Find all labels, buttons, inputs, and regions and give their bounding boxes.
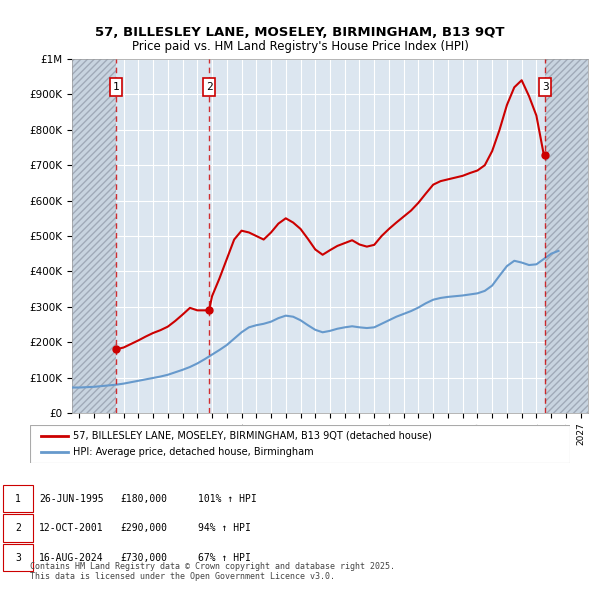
Text: £180,000: £180,000: [120, 494, 167, 503]
FancyBboxPatch shape: [203, 78, 215, 96]
Bar: [72, 59, 116, 413]
Text: 16-AUG-2024: 16-AUG-2024: [39, 553, 104, 562]
FancyBboxPatch shape: [30, 425, 570, 463]
Text: 94% ↑ HPI: 94% ↑ HPI: [198, 523, 251, 533]
Text: 57, BILLESLEY LANE, MOSELEY, BIRMINGHAM, B13 9QT: 57, BILLESLEY LANE, MOSELEY, BIRMINGHAM,…: [95, 26, 505, 39]
Text: £730,000: £730,000: [120, 553, 167, 562]
Text: 1: 1: [113, 83, 119, 92]
Bar: [72, 59, 116, 413]
Text: 26-JUN-1995: 26-JUN-1995: [39, 494, 104, 503]
Text: 1: 1: [15, 494, 21, 503]
Text: £290,000: £290,000: [120, 523, 167, 533]
FancyBboxPatch shape: [110, 78, 122, 96]
Text: Contains HM Land Registry data © Crown copyright and database right 2025.
This d: Contains HM Land Registry data © Crown c…: [30, 562, 395, 581]
Text: 3: 3: [15, 553, 21, 562]
Text: 12-OCT-2001: 12-OCT-2001: [39, 523, 104, 533]
Text: Price paid vs. HM Land Registry's House Price Index (HPI): Price paid vs. HM Land Registry's House …: [131, 40, 469, 53]
Text: HPI: Average price, detached house, Birmingham: HPI: Average price, detached house, Birm…: [73, 447, 314, 457]
Text: 2: 2: [206, 83, 212, 92]
Text: 57, BILLESLEY LANE, MOSELEY, BIRMINGHAM, B13 9QT (detached house): 57, BILLESLEY LANE, MOSELEY, BIRMINGHAM,…: [73, 431, 432, 441]
Text: 101% ↑ HPI: 101% ↑ HPI: [198, 494, 257, 503]
Text: 2: 2: [15, 523, 21, 533]
Text: 3: 3: [542, 83, 548, 92]
Bar: [545, 59, 588, 413]
FancyBboxPatch shape: [539, 78, 551, 96]
Text: 67% ↑ HPI: 67% ↑ HPI: [198, 553, 251, 562]
